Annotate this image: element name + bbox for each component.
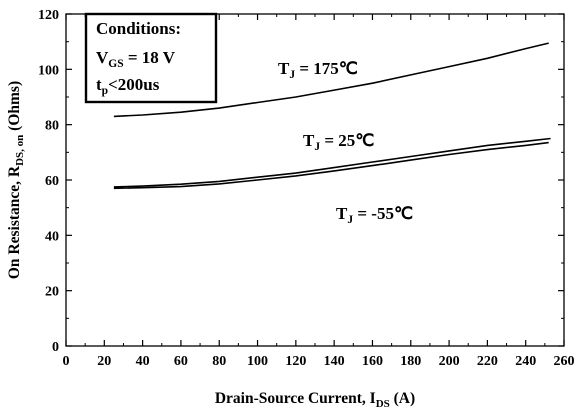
x-tick-label: 80 bbox=[212, 354, 226, 369]
y-tick-label: 0 bbox=[52, 340, 59, 355]
y-tick-label: 100 bbox=[38, 63, 59, 78]
series-group bbox=[113, 42, 551, 190]
conditions-vgs: VGS = 18 V bbox=[96, 48, 176, 70]
x-tick-label: 0 bbox=[63, 354, 70, 369]
y-tick-label: 80 bbox=[45, 119, 59, 134]
conditions-frame bbox=[84, 12, 218, 104]
x-tick-label: 60 bbox=[174, 354, 188, 369]
y-tick-label: 20 bbox=[45, 285, 59, 300]
x-tick-label: 240 bbox=[515, 354, 536, 369]
y-axis-title: On Resistance, RDS, on (Ohms) bbox=[6, 81, 26, 279]
x-axis: 0 20 40 60 80 100 120 140 160 180 200 220 240 260 bbox=[63, 14, 575, 369]
conditions-box: Conditions: VGS = 18 V tp<200us bbox=[84, 12, 218, 104]
series-line-25c bbox=[113, 137, 551, 188]
x-tick-label: 120 bbox=[285, 354, 306, 369]
y-tick-label: 40 bbox=[45, 229, 59, 244]
series-label-175: TJ = 175℃ bbox=[278, 59, 358, 81]
conditions-title: Conditions: bbox=[96, 19, 181, 38]
x-tick-label: 260 bbox=[554, 354, 575, 369]
x-axis-title: Drain-Source Current, IDS (A) bbox=[215, 390, 415, 410]
x-tick-label: 40 bbox=[136, 354, 150, 369]
x-tick-label: 100 bbox=[247, 354, 268, 369]
x-tick-label: 160 bbox=[362, 354, 383, 369]
x-tick-label: 200 bbox=[439, 354, 460, 369]
series-line-175c bbox=[113, 42, 549, 118]
y-axis: 0 20 40 60 80 100 120 bbox=[38, 8, 564, 355]
y-tick-label: 120 bbox=[38, 8, 59, 23]
x-tick-label: 140 bbox=[324, 354, 345, 369]
series-line-minus55c bbox=[113, 141, 549, 190]
x-tick-label: 20 bbox=[97, 354, 111, 369]
x-tick-label: 220 bbox=[477, 354, 498, 369]
series-label-25: TJ = 25℃ bbox=[303, 131, 374, 153]
conditions-tp: tp<200us bbox=[96, 75, 160, 97]
x-tick-label: 180 bbox=[400, 354, 421, 369]
series-label-minus55: TJ = -55℃ bbox=[336, 204, 413, 226]
y-tick-label: 60 bbox=[45, 174, 59, 189]
